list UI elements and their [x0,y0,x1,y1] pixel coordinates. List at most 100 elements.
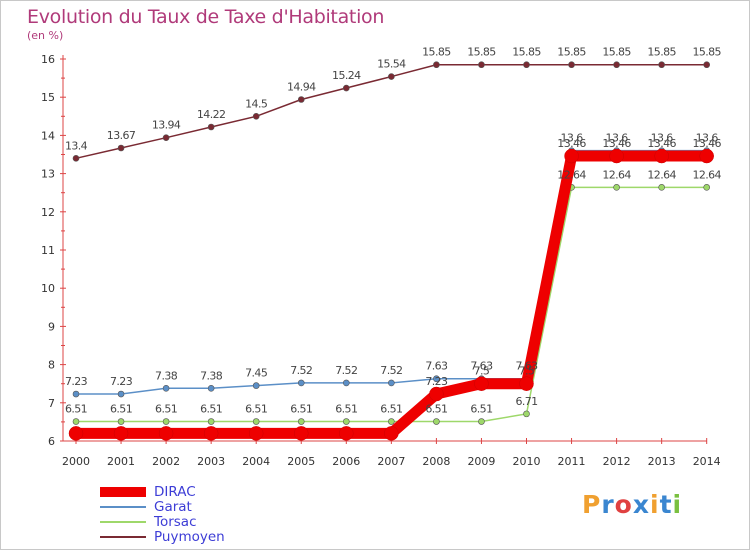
data-point-garat [297,379,305,387]
data-label-garat: 7.45 [245,367,268,380]
data-label-torsac: 6.51 [335,403,357,416]
data-label-puymoyen: 14.94 [287,80,316,93]
x-tick-label: 2011 [558,455,586,468]
legend-label: DIRAC [154,483,196,500]
data-point-torsac [207,418,215,425]
data-label-torsac: 6.51 [245,403,267,416]
x-tick-label: 2000 [62,455,90,468]
data-label-torsac: 12.64 [602,168,631,181]
data-point-torsac [297,418,305,425]
data-point-torsac [117,418,125,425]
x-tick-label: 2003 [197,455,225,468]
data-label-torsac: 6.51 [65,403,87,416]
data-point-dirac [339,426,354,441]
data-label-torsac: 6.51 [200,403,222,416]
data-point-garat [117,390,125,398]
data-point-torsac [342,418,350,425]
data-point-puymoyen [342,84,350,92]
logo-letter: x [632,490,650,519]
data-label-puymoyen: 15.24 [332,69,361,82]
data-label-dirac: 13.46 [557,137,586,150]
data-point-torsac [523,410,530,418]
data-label-puymoyen: 15.54 [377,58,406,71]
data-label-garat: 13.6 [561,132,584,145]
x-tick-label: 2010 [513,455,541,468]
data-point-torsac [703,184,711,191]
data-label-dirac: 13.46 [692,137,721,150]
data-label-torsac: 6.51 [110,403,132,416]
data-point-garat [252,382,260,389]
data-label-puymoyen: 13.94 [152,119,181,132]
data-point-dirac [248,426,264,441]
data-point-puymoyen [117,144,125,152]
data-point-puymoyen [478,61,485,69]
chart-title: Evolution du Taux de Taxe d'Habitation [27,6,385,28]
y-tick-label: 14 [41,129,55,142]
y-tick-label: 15 [41,91,55,104]
data-label-garat: 7.23 [110,375,133,388]
y-tick-label: 11 [41,244,55,257]
legend-item-garat: Garat [100,498,225,515]
data-label-garat: 7.52 [380,364,402,377]
data-point-puymoyen [72,155,80,162]
chart-legend: DIRAC Garat Torsac Puymoyen [100,483,225,545]
data-point-puymoyen [433,61,440,69]
data-point-torsac [72,418,80,425]
logo-letter: t [659,490,673,519]
y-tick-label: 6 [48,435,55,448]
data-point-garat [162,384,170,392]
x-tick-label: 2008 [422,455,450,468]
x-tick-label: 2013 [648,455,676,468]
series-line-dirac [70,150,713,439]
legend-label: Garat [154,498,192,515]
data-label-dirac: 7.23 [425,375,448,388]
data-point-dirac [203,426,219,441]
data-point-dirac [384,426,399,441]
data-point-puymoyen [613,61,620,69]
data-label-torsac: 12.64 [692,168,721,181]
data-label-torsac: 6.51 [155,403,177,416]
data-point-garat [72,390,80,398]
data-label-torsac: 6.71 [515,395,537,408]
x-tick-label: 2009 [467,455,495,468]
data-label-garat: 13.6 [606,132,629,145]
data-label-garat: 7.38 [155,369,178,382]
data-label-torsac: 6.51 [470,403,492,416]
data-label-puymoyen: 15.85 [467,46,496,59]
chart-subtitle: (en %) [27,29,64,42]
data-label-dirac: 13.46 [647,137,676,150]
x-tick-label: 2007 [377,455,405,468]
logo-letter: i [650,490,660,519]
legend-label: Puymoyen [154,528,225,545]
data-point-dirac [294,426,309,441]
data-label-garat: 7.63 [515,360,538,373]
data-point-garat [207,384,215,392]
y-tick-label: 7 [48,397,55,410]
data-point-torsac [613,184,620,191]
data-label-torsac: 6.51 [380,403,402,416]
data-label-torsac: 6.51 [290,403,312,416]
legend-swatch [100,535,146,538]
data-point-puymoyen [207,123,215,131]
data-point-dirac [564,148,579,164]
data-point-puymoyen [252,113,260,120]
legend-item-puymoyen: Puymoyen [100,528,225,545]
data-label-puymoyen: 14.5 [245,97,268,110]
logo-letter: i [672,490,683,519]
data-point-torsac [478,418,485,425]
x-tick-label: 2014 [693,455,721,468]
data-point-puymoyen [297,96,305,103]
data-label-dirac: 7.5 [474,365,490,378]
data-point-torsac [433,418,440,425]
data-label-puymoyen: 15.85 [512,46,541,59]
y-tick-label: 10 [41,282,55,295]
x-tick-label: 2004 [242,455,270,468]
logo-letter: r [601,490,615,519]
data-label-torsac: 6.51 [425,403,447,416]
data-point-dirac [699,148,714,164]
legend-swatch [100,505,146,508]
x-tick-label: 2012 [603,455,631,468]
data-label-puymoyen: 13.4 [65,139,88,152]
logo-letter: P [582,490,602,519]
x-tick-label: 2005 [287,455,315,468]
